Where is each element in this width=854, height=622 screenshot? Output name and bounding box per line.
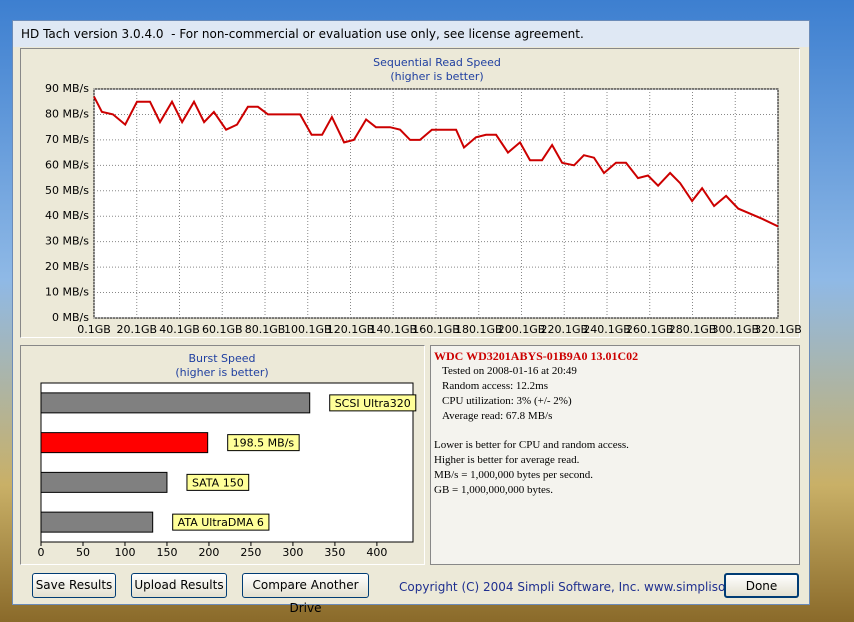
x-tick-label: 40.1GB	[159, 323, 200, 336]
read-line	[93, 96, 779, 228]
y-tick-label: 90 MB/s	[45, 82, 89, 95]
x-tick-label: 80.1GB	[245, 323, 286, 336]
info-line: Tested on 2008-01-16 at 20:49	[442, 365, 577, 377]
x-tick-label: 100.1GB	[284, 323, 332, 336]
burst-panel	[20, 345, 425, 565]
upload-button[interactable]: Upload Results	[131, 573, 227, 598]
bar-label: 198.5 MB/s	[233, 437, 295, 450]
x-tick-label: 180.1GB	[455, 323, 503, 336]
x-tick-label: 280.1GB	[669, 323, 717, 336]
bar-label: ATA UltraDMA 6	[178, 516, 264, 529]
chart-title: Sequential Read Speed	[373, 56, 501, 69]
info-line: Random access: 12.2ms	[442, 380, 549, 392]
chart-subtitle: (higher is better)	[390, 70, 483, 83]
compare-button[interactable]: Compare Another Drive	[242, 573, 369, 615]
save-button[interactable]: Save Results	[32, 573, 116, 598]
x-tick-label: 400	[366, 546, 387, 559]
info-line: Average read: 67.8 MB/s	[442, 410, 553, 422]
bar-label-box	[172, 513, 270, 531]
y-tick-label: 30 MB/s	[45, 235, 89, 248]
y-tick-label: 20 MB/s	[45, 260, 89, 273]
x-tick-label: 20.1GB	[116, 323, 157, 336]
bar-label: SATA 150	[192, 476, 244, 489]
bar-label: SCSI Ultra320	[335, 397, 411, 410]
y-tick-label: 80 MB/s	[45, 107, 89, 120]
window-title: HD Tach version 3.0.4.0 - For non-commer…	[13, 21, 809, 47]
bar	[40, 392, 311, 414]
x-tick-label: 140.1GB	[369, 323, 417, 336]
x-tick-label: 250	[240, 546, 261, 559]
x-tick-label: 240.1GB	[583, 323, 631, 336]
x-tick-label: 160.1GB	[412, 323, 460, 336]
chart-subtitle: (higher is better)	[175, 366, 268, 379]
x-tick-label: 200	[198, 546, 219, 559]
x-tick-label: 200.1GB	[498, 323, 546, 336]
x-tick-label: 350	[324, 546, 345, 559]
drive-info: WDC WD3201ABYS-01B9A0 13.01C02 Tested on…	[430, 345, 800, 565]
x-tick-label: 50	[76, 546, 90, 559]
done-button[interactable]: Done	[724, 573, 799, 598]
y-tick-label: 60 MB/s	[45, 158, 89, 171]
x-tick-label: 300	[282, 546, 303, 559]
x-tick-label: 300.1GB	[711, 323, 759, 336]
bar	[40, 432, 209, 454]
x-tick-label: 220.1GB	[540, 323, 588, 336]
x-tick-label: 320.1GB	[754, 323, 802, 336]
info-note: MB/s = 1,000,000 bytes per second.	[434, 469, 593, 481]
x-tick-label: 100	[114, 546, 135, 559]
info-note: Lower is better for CPU and random acces…	[434, 439, 629, 451]
chart-title: Burst Speed	[188, 352, 255, 365]
y-tick-label: 40 MB/s	[45, 209, 89, 222]
y-tick-label: 70 MB/s	[45, 133, 89, 146]
x-tick-label: 0.1GB	[77, 323, 111, 336]
y-tick-label: 10 MB/s	[45, 286, 89, 299]
x-tick-label: 0	[38, 546, 45, 559]
x-tick-label: 260.1GB	[626, 323, 674, 336]
drive-title: WDC WD3201ABYS-01B9A0 13.01C02	[434, 349, 639, 363]
x-tick-label: 150	[156, 546, 177, 559]
info-note: GB = 1,000,000,000 bytes.	[434, 484, 553, 496]
info-line: CPU utilization: 3% (+/- 2%)	[442, 395, 572, 407]
copyright: Copyright (C) 2004 Simpli Software, Inc.…	[399, 580, 793, 594]
bar-label-box	[186, 473, 250, 491]
x-tick-label: 60.1GB	[202, 323, 243, 336]
x-tick-label: 120.1GB	[327, 323, 375, 336]
bar-label-box	[329, 394, 417, 412]
bar	[40, 471, 168, 493]
bar-label-box	[227, 434, 300, 452]
info-note: Higher is better for average read.	[434, 454, 580, 466]
bar	[40, 511, 154, 533]
read-panel	[20, 48, 800, 338]
y-tick-label: 0 MB/s	[52, 311, 89, 324]
y-tick-label: 50 MB/s	[45, 184, 89, 197]
